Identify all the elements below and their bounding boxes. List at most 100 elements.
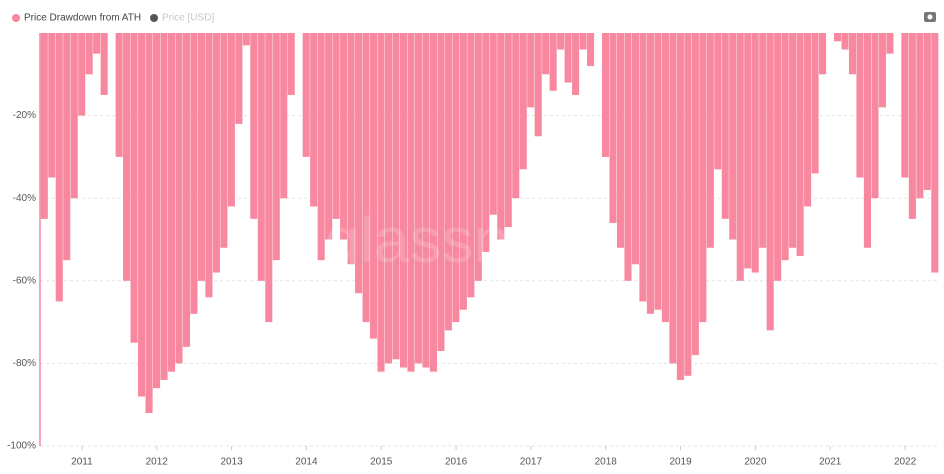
y-tick-label: -100% <box>7 441 36 452</box>
bar <box>70 33 78 199</box>
y-tick-label: -80% <box>13 358 36 369</box>
bar <box>646 33 654 314</box>
x-tick-label: 2017 <box>520 457 543 468</box>
x-tick-label: 2013 <box>220 457 243 468</box>
bar <box>452 33 460 323</box>
bar <box>220 33 228 248</box>
bar <box>527 33 535 108</box>
x-tick-label: 2016 <box>445 457 468 468</box>
x-tick-label: 2022 <box>894 457 917 468</box>
bar <box>467 33 475 298</box>
bar <box>908 33 916 219</box>
bar <box>160 33 168 380</box>
bar <box>624 33 632 281</box>
y-tick-label: -20% <box>13 110 36 121</box>
x-tick-label: 2021 <box>819 457 842 468</box>
bar <box>55 33 63 302</box>
bar <box>145 33 153 413</box>
bar <box>886 33 894 54</box>
bar <box>871 33 879 199</box>
legend: Price Drawdown from ATH Price [USD] <box>12 13 214 24</box>
bar <box>676 33 684 380</box>
bar <box>325 33 333 240</box>
watermark: glassnode <box>324 204 616 276</box>
bar <box>444 33 452 331</box>
bar <box>212 33 220 273</box>
bar <box>175 33 183 364</box>
bar <box>542 33 550 75</box>
bar <box>317 33 325 261</box>
bar <box>848 33 857 75</box>
bar <box>242 33 250 46</box>
bar <box>362 33 370 323</box>
bar <box>310 33 318 207</box>
bar <box>512 33 520 199</box>
x-tick-label: 2012 <box>146 457 169 468</box>
bar <box>100 33 108 95</box>
icon-lens <box>927 14 933 20</box>
legend-label[interactable]: Price [USD] <box>162 13 214 24</box>
bar <box>205 33 213 298</box>
bar <box>399 33 408 368</box>
bar <box>706 33 714 248</box>
bar <box>609 33 617 223</box>
bar <box>781 33 789 261</box>
bar <box>130 33 138 343</box>
bar <box>931 33 939 273</box>
y-tick-label: -40% <box>13 193 36 204</box>
bar <box>197 33 205 281</box>
bar <box>347 33 355 265</box>
bar <box>235 33 243 124</box>
bar <box>302 33 310 157</box>
labels: -20% -40% -60% -80% -100% 2011 2012 2013 2014 201… <box>7 110 917 467</box>
bar <box>429 33 437 372</box>
bar <box>863 33 871 248</box>
bar <box>48 33 56 178</box>
bar <box>901 33 909 178</box>
bar <box>572 33 580 95</box>
bar <box>392 33 400 360</box>
bar <box>819 33 827 75</box>
bar <box>280 33 288 199</box>
bar <box>564 33 572 83</box>
bar <box>878 33 886 108</box>
legend-swatch <box>12 14 20 22</box>
bar <box>654 33 662 310</box>
bar <box>579 33 587 50</box>
bar <box>923 33 931 190</box>
legend-label[interactable]: Price Drawdown from ATH <box>24 13 141 24</box>
bar <box>93 33 101 54</box>
camera-icon[interactable] <box>924 12 936 22</box>
bar <box>789 33 797 248</box>
bar <box>661 33 669 323</box>
x-tick-label: 2014 <box>295 457 318 468</box>
bar <box>557 33 565 50</box>
bar <box>736 33 744 281</box>
bar <box>811 33 819 174</box>
bar <box>587 33 595 67</box>
bar <box>190 33 198 314</box>
bar <box>534 33 542 137</box>
bar <box>601 33 610 157</box>
bar <box>332 33 340 219</box>
bar <box>414 33 422 364</box>
bar <box>182 33 191 347</box>
bar <box>482 33 490 252</box>
bar <box>459 33 467 310</box>
bar <box>856 33 864 178</box>
bar <box>384 33 393 364</box>
bar <box>167 33 176 372</box>
bar <box>766 33 774 331</box>
bar <box>63 33 71 261</box>
bar <box>474 33 482 281</box>
bar <box>250 33 258 219</box>
bar <box>699 33 707 323</box>
bar <box>437 33 445 352</box>
bar <box>804 33 812 207</box>
bars <box>40 33 939 413</box>
bar <box>691 33 699 356</box>
bar <box>85 33 93 75</box>
bar <box>796 33 804 257</box>
bar <box>272 33 280 261</box>
